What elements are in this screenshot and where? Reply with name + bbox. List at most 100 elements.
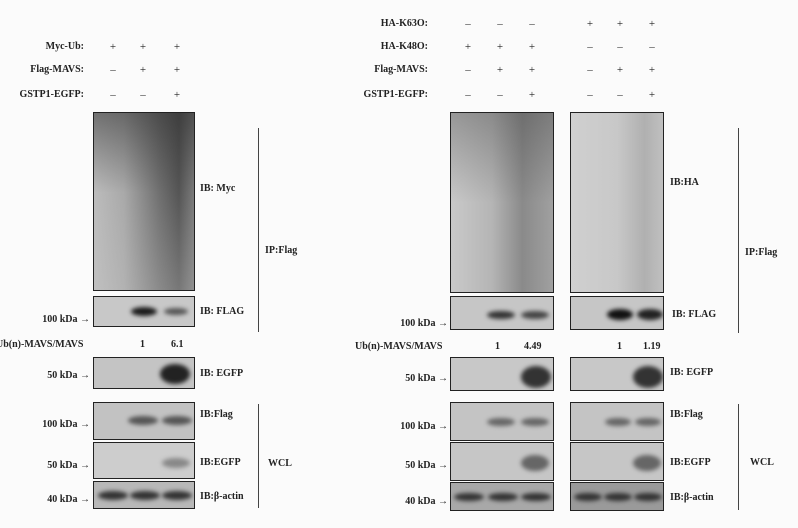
condition-label: Flag-MAVS: — [374, 64, 428, 75]
band — [521, 366, 551, 388]
condition-sign: – — [465, 18, 471, 30]
condition-sign: – — [110, 89, 116, 101]
band — [604, 493, 632, 501]
condition-sign: – — [497, 18, 503, 30]
label-wcl: WCL — [268, 458, 292, 469]
ratio-value: 1 — [495, 341, 500, 352]
label-wcl-egfp: IB:EGFP — [670, 457, 711, 468]
condition-sign: – — [465, 89, 471, 101]
label-ib-egfp: IB: EGFP — [200, 368, 244, 379]
label-wcl-actin: IB:β-actin — [670, 492, 714, 503]
band — [162, 491, 192, 500]
marker-100kda: 100 kDa → — [42, 314, 90, 325]
condition-sign: – — [587, 89, 593, 101]
band — [634, 493, 662, 501]
blot-ha-k48 — [450, 112, 554, 293]
condition-sign: + — [173, 41, 181, 53]
band — [521, 493, 551, 501]
condition-sign: – — [587, 41, 593, 53]
condition-label: Myc-Ub: — [45, 41, 84, 52]
band — [574, 493, 602, 501]
band — [633, 366, 663, 388]
condition-sign: + — [648, 18, 656, 30]
blot-wcl-flag-k48 — [450, 402, 554, 441]
label-ib-flag: IB: FLAG — [200, 306, 245, 317]
band — [488, 493, 518, 501]
band — [487, 418, 515, 426]
blot-myc — [93, 112, 195, 291]
label-wcl-flag: IB:Flag — [670, 409, 703, 420]
label-wcl-actin: IB:β-actin — [200, 491, 244, 502]
marker-50kda: 50 kDa → — [47, 370, 90, 381]
label-ib-flag: IB: FLAG — [672, 309, 717, 320]
label-wcl: WCL — [750, 457, 774, 468]
condition-sign: + — [648, 89, 656, 101]
condition-label: GSTP1-EGFP: — [19, 89, 84, 100]
marker-50kda: 50 kDa → — [405, 373, 448, 384]
condition-sign: + — [528, 64, 536, 76]
label-ib-ha: IB:HA — [670, 177, 699, 188]
condition-sign: + — [464, 41, 472, 53]
blot-wcl-actin-k63 — [570, 482, 664, 511]
condition-label: GSTP1-EGFP: — [363, 89, 428, 100]
label-wcl-egfp: IB:EGFP — [200, 457, 241, 468]
band — [98, 491, 128, 500]
ratio-value: 1 — [617, 341, 622, 352]
ratio-label: Ub(n)-MAVS/MAVS — [355, 341, 443, 352]
band — [131, 307, 157, 316]
band — [607, 309, 633, 320]
band — [521, 418, 549, 426]
band — [164, 308, 188, 315]
band — [633, 455, 661, 471]
blot-wcl-actin — [93, 481, 195, 509]
band — [521, 311, 549, 319]
ratio-value: 1.19 — [643, 341, 661, 352]
blot-egfp-k48 — [450, 357, 554, 391]
condition-label: Flag-MAVS: — [30, 64, 84, 75]
marker-100kda: 100 kDa → — [400, 421, 448, 432]
blot-ha-k63 — [570, 112, 664, 293]
marker-100kda: 100 kDa → — [400, 318, 448, 329]
ratio-value: 4.49 — [524, 341, 542, 352]
condition-sign: – — [140, 89, 146, 101]
blot-flag — [93, 296, 195, 327]
band — [637, 309, 663, 320]
condition-sign: – — [617, 89, 623, 101]
condition-sign: + — [496, 64, 504, 76]
condition-sign: – — [465, 64, 471, 76]
condition-sign: – — [110, 64, 116, 76]
blot-wcl-flag — [93, 402, 195, 440]
blot-egfp-k63 — [570, 357, 664, 391]
condition-sign: + — [616, 18, 624, 30]
label-wcl-flag: IB:Flag — [200, 409, 233, 420]
marker-40kda: 40 kDa → — [47, 494, 90, 505]
marker-100kda: 100 kDa → — [42, 419, 90, 430]
wcl-bracket — [738, 404, 739, 510]
label-ib-egfp: IB: EGFP — [670, 367, 714, 378]
ratio-label: Ub(n)-MAVS/MAVS — [0, 339, 84, 350]
band — [160, 364, 190, 384]
condition-sign: – — [587, 64, 593, 76]
blot-flag-k63 — [570, 296, 664, 330]
ratio-value: 1 — [140, 339, 145, 350]
blot-wcl-actin-k48 — [450, 482, 554, 511]
band — [128, 416, 158, 425]
marker-40kda: 40 kDa → — [405, 496, 448, 507]
condition-sign: – — [529, 18, 535, 30]
label-ip-flag: IP:Flag — [745, 247, 778, 258]
band — [605, 418, 631, 426]
band — [130, 491, 160, 500]
blot-wcl-egfp-k63 — [570, 442, 664, 481]
label-ip-flag: IP:Flag — [265, 245, 298, 256]
condition-sign: + — [648, 64, 656, 76]
marker-50kda: 50 kDa → — [405, 460, 448, 471]
blot-wcl-flag-k63 — [570, 402, 664, 441]
blot-egfp — [93, 357, 195, 389]
blot-flag-k48 — [450, 296, 554, 330]
condition-sign: + — [586, 18, 594, 30]
condition-label: HA-K48O: — [380, 41, 428, 52]
band — [521, 455, 549, 471]
condition-sign: – — [617, 41, 623, 53]
condition-sign: + — [139, 64, 147, 76]
